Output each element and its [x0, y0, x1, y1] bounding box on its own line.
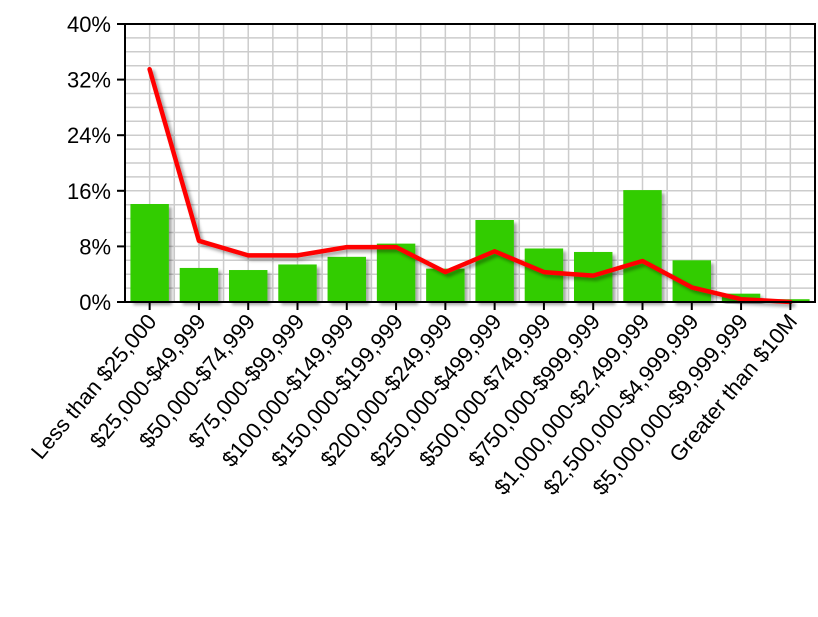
bar-1 [130, 204, 169, 302]
y-tick-label: 40% [67, 12, 111, 37]
plot-frame [124, 23, 816, 303]
bar-3 [228, 270, 268, 302]
bar-5 [327, 256, 367, 302]
bar-series [130, 190, 810, 302]
bar-11 [623, 190, 662, 302]
bar-2 [179, 267, 219, 302]
bar-8 [475, 219, 514, 302]
y-tick-label: 16% [67, 179, 111, 204]
axes [117, 23, 816, 310]
y-tick-label: 24% [67, 123, 111, 148]
y-tick-label: 8% [79, 234, 111, 259]
bar-4 [278, 264, 317, 302]
y-tick-label: 0% [79, 290, 111, 315]
axis-labels: 0%8%16%24%32%40%Less than $25,000$25,000… [26, 12, 803, 500]
line-path [147, 66, 793, 305]
y-tick-label: 32% [67, 68, 111, 93]
